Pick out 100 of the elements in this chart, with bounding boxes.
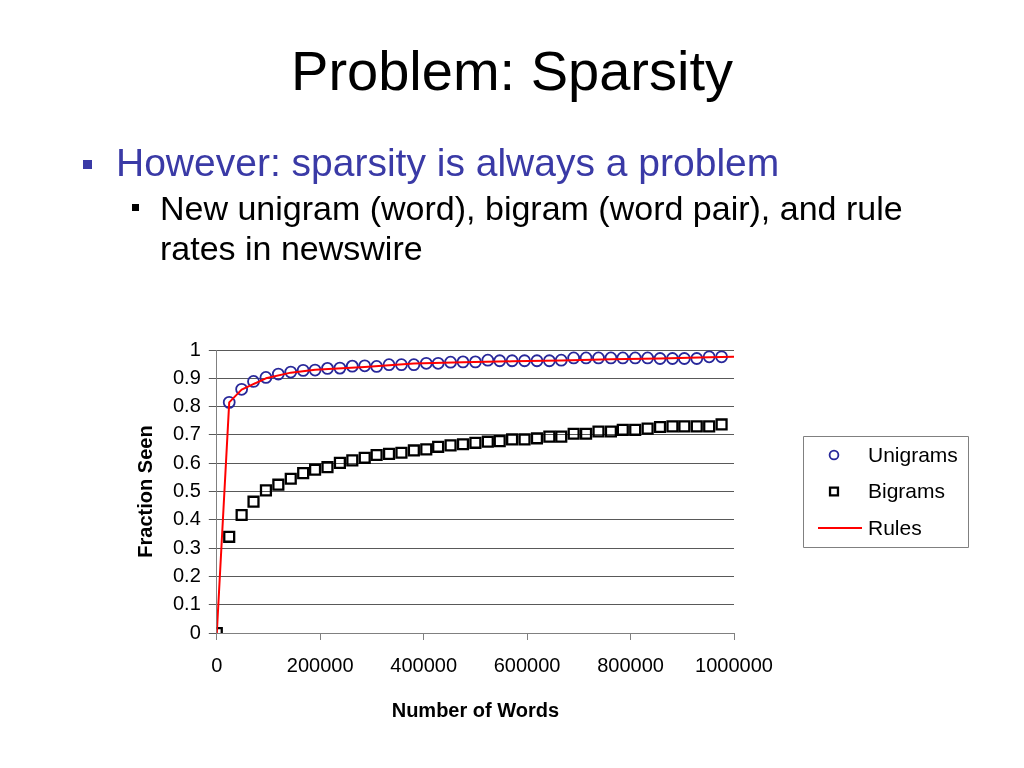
chart-title: Problem: Sparsity [290,38,734,104]
y-tick-label: 0.8 [172,394,201,417]
point [382,447,396,460]
point [444,355,457,369]
point [382,358,396,372]
point [333,361,347,375]
point [222,395,236,409]
y-tick-label: 0.9 [172,365,201,388]
point [321,461,334,474]
legend-label: Bigrams [868,479,946,503]
point [518,354,531,368]
point [703,420,716,433]
point [493,435,506,448]
legend-label: Unigrams [868,442,958,466]
point [543,430,556,443]
point [431,356,445,370]
point [346,454,359,467]
point [407,358,421,372]
point [370,360,384,373]
point [567,427,580,440]
point [456,438,470,451]
point [702,350,716,364]
point [432,440,445,453]
point [407,444,420,457]
point [616,423,629,436]
point [666,352,679,365]
y-tick-label: 0.7 [172,422,201,445]
point [271,367,285,381]
point [308,363,322,377]
point [297,467,310,480]
point [592,351,605,365]
y-tick-label: 0.6 [172,450,201,473]
point [358,451,371,464]
point [579,351,593,365]
point [235,508,248,522]
y-tick-label: 0.5 [172,479,201,502]
point [456,355,470,369]
point [715,350,728,364]
point [308,463,322,476]
point [690,420,703,433]
legend-label: Rules [868,515,922,539]
point [567,351,581,365]
point [370,448,383,462]
point [247,495,260,508]
y-tick-label: 0 [189,620,201,643]
point [444,439,457,452]
point [481,353,495,367]
y-tick-label: 0.2 [172,563,201,586]
point [690,352,704,365]
point [530,432,544,445]
point [555,430,568,443]
point [259,484,273,497]
point [628,351,642,365]
point [653,352,667,365]
point [469,355,482,369]
y-tick-label: 0.4 [172,507,201,530]
point [493,354,507,368]
x-tick-label: 200000 [286,653,354,676]
point [678,420,691,433]
point [641,351,655,365]
point [616,351,630,365]
chart-subtitle: However: sparsity is always a problem [116,140,781,186]
point [395,358,408,372]
x-tick-label: 800000 [597,653,664,676]
point [345,359,359,373]
point [481,435,494,448]
point [518,433,531,446]
point [505,354,519,368]
y-tick-label: 0.1 [172,592,201,615]
point [358,359,372,373]
point [259,371,273,384]
y-tick-label: 0.3 [172,535,201,558]
point [284,365,298,379]
point [284,472,297,485]
point [506,433,519,446]
point [554,353,568,367]
y-axis-title: Fraction Seen [133,425,156,558]
point [235,382,249,396]
point [530,354,544,368]
point [296,363,310,377]
point [469,436,482,449]
point [579,427,593,440]
x-axis-title: Number of Words [391,698,560,721]
point [715,418,728,431]
point [223,530,236,543]
point [542,354,556,368]
point [247,375,260,388]
point [641,422,654,435]
point [604,425,618,438]
point [592,425,605,438]
point [333,456,346,470]
text: New unigram (word), bigram (word pair), and rule rates in newswire [160,188,904,268]
point [420,443,433,456]
point [321,362,334,375]
point [666,420,679,433]
point [395,446,408,459]
y-tick-label: 1 [189,337,201,360]
point [419,356,433,370]
point [629,423,642,436]
x-tick-label: 0 [211,653,223,676]
